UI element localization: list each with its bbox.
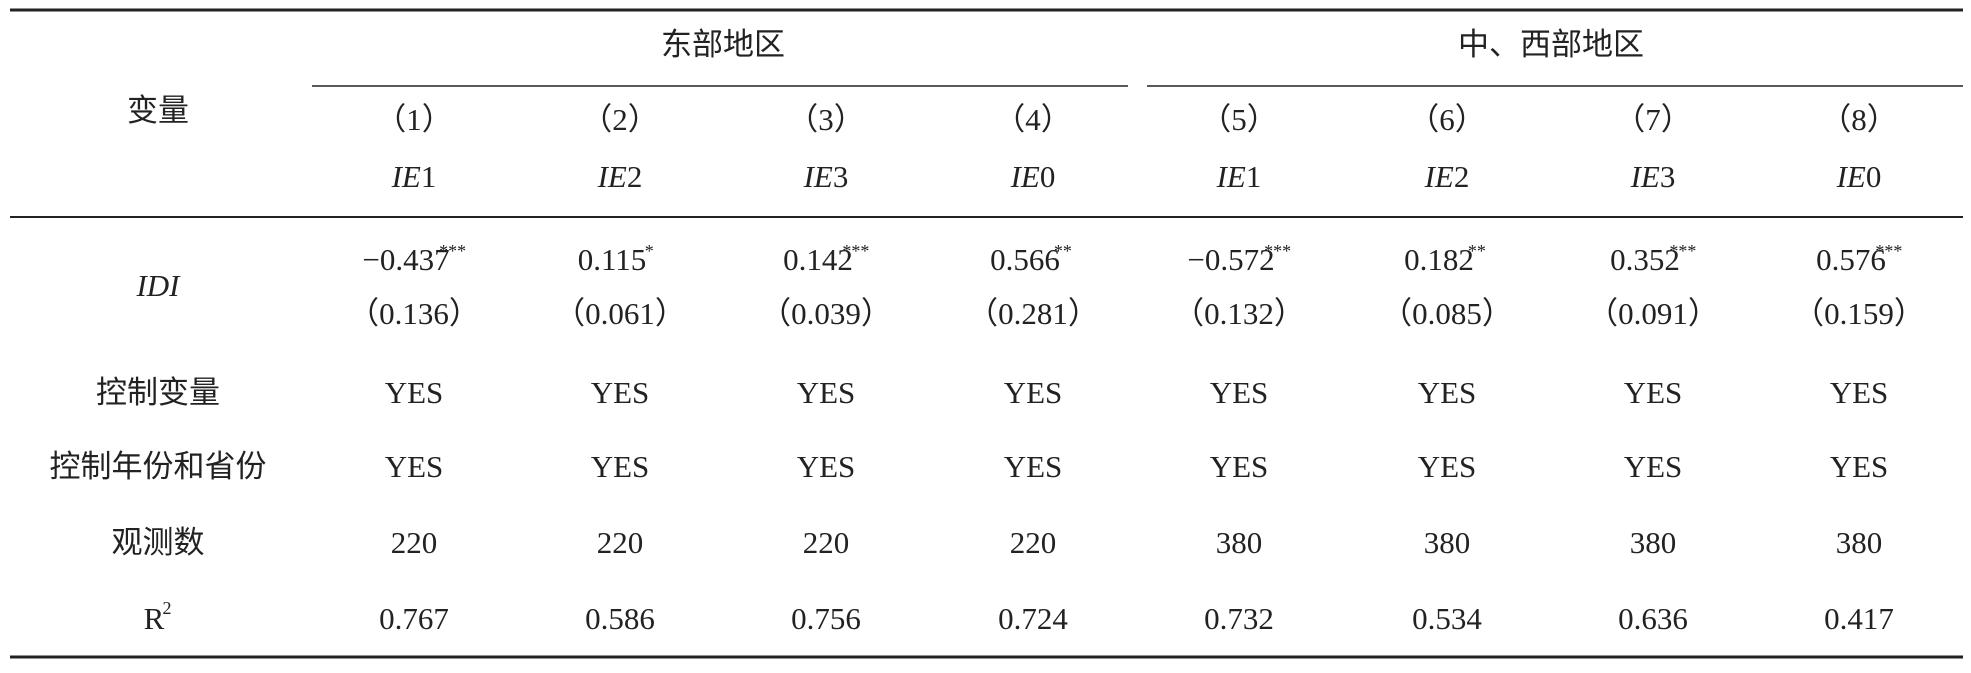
column-number: （8） [1820,102,1898,137]
cell: 380 [1424,525,1471,560]
cell: 380 [1836,525,1883,560]
significance-stars: *** [1669,241,1696,261]
row-label: R [144,601,165,636]
std-error: （0.061） [554,296,686,331]
significance-stars: *** [439,241,466,261]
column-var: IE1 [1216,159,1262,194]
superscript: 2 [163,598,172,618]
significance-stars: *** [1264,241,1291,261]
std-error: （0.159） [1793,296,1925,331]
cell: YES [797,449,856,484]
cell: 0.724 [998,601,1068,636]
group-header: 东部地区 [661,27,785,62]
cell: YES [591,375,650,410]
row-label: 控制变量 [96,375,220,410]
cell: YES [1624,375,1683,410]
coefficient: −0.572 [1187,242,1274,277]
cell: YES [591,449,650,484]
column-number: （3） [787,102,865,137]
cell: YES [385,375,444,410]
cell: 0.767 [379,601,449,636]
significance-stars: * [645,241,654,261]
cell: 220 [1010,525,1057,560]
column-var: IE2 [597,159,643,194]
significance-stars: *** [1875,241,1902,261]
coefficient: 0.566 [990,242,1060,277]
group-header: 中、西部地区 [1458,27,1644,62]
column-number: （4） [994,102,1072,137]
coefficient: −0.437 [362,242,449,277]
significance-stars: *** [842,241,869,261]
column-number: （5） [1200,102,1278,137]
coefficient: 0.576 [1816,242,1886,277]
std-error: （0.136） [348,296,480,331]
cell: 220 [803,525,850,560]
column-number: （6） [1408,102,1486,137]
cell: 380 [1216,525,1263,560]
header-label: 变量 [127,93,189,128]
cell: YES [1004,449,1063,484]
column-number: （7） [1614,102,1692,137]
significance-stars: ** [1054,241,1072,261]
cell: YES [1210,449,1269,484]
row-label: IDI [135,268,181,303]
cell: 0.534 [1412,601,1482,636]
std-error: （0.039） [760,296,892,331]
row-label: 控制年份和省份 [50,449,267,484]
cell: YES [1418,375,1477,410]
column-number: （1） [375,102,453,137]
cell: 380 [1630,525,1677,560]
column-var: IE3 [803,159,849,194]
cell: 220 [391,525,438,560]
cell: YES [797,375,856,410]
std-error: （0.132） [1173,296,1305,331]
cell: YES [1830,449,1889,484]
cell: YES [1830,375,1889,410]
cell: YES [385,449,444,484]
column-var: IE3 [1630,159,1676,194]
cell: YES [1210,375,1269,410]
column-var: IE1 [391,159,437,194]
std-error: （0.281） [967,296,1099,331]
cell: 0.636 [1618,601,1688,636]
std-error: （0.085） [1381,296,1513,331]
cell: 220 [597,525,644,560]
cell: 0.417 [1824,601,1894,636]
column-var: IE2 [1424,159,1470,194]
column-var: IE0 [1836,159,1882,194]
coefficient: 0.182 [1404,242,1474,277]
coefficient: 0.115 [578,242,647,277]
significance-stars: ** [1468,241,1486,261]
cell: 0.732 [1204,601,1274,636]
cell: 0.756 [791,601,861,636]
coefficient: 0.142 [783,242,853,277]
row-label: 观测数 [112,525,205,560]
coefficient: 0.352 [1610,242,1680,277]
column-number: （2） [581,102,659,137]
column-var: IE0 [1010,159,1056,194]
cell: 0.586 [585,601,655,636]
cell: YES [1004,375,1063,410]
cell: YES [1624,449,1683,484]
cell: YES [1418,449,1477,484]
std-error: （0.091） [1587,296,1719,331]
